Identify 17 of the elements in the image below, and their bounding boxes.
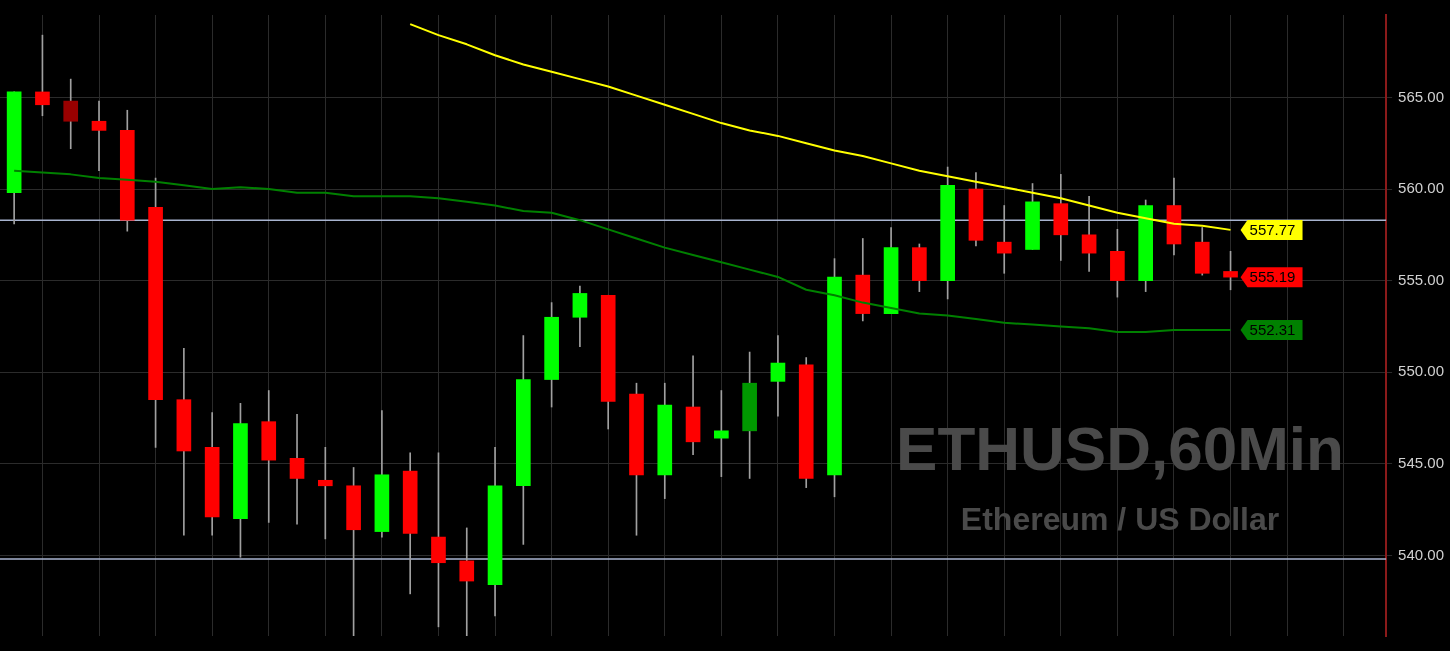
- y-tick-label: 555.00: [1398, 270, 1445, 288]
- candlestick: [289, 414, 305, 525]
- text: 555.19: [1249, 268, 1296, 286]
- y-tick-label: 540.00: [1398, 545, 1445, 563]
- y-tick-label: 565.00: [1398, 87, 1445, 105]
- y-tick-label: 560.00: [1398, 179, 1445, 197]
- y-tick-label: 545.00: [1398, 453, 1445, 471]
- data-label: 552.31: [1249, 321, 1296, 339]
- candlestick: [770, 335, 786, 417]
- candlestick: [91, 100, 107, 172]
- text: Ethereum / US Dollar: [960, 501, 1280, 537]
- candlestick: [317, 446, 333, 540]
- candlestick: [459, 527, 475, 636]
- text: ETHUSD,60Min: [896, 414, 1344, 483]
- y-tick-label: 550.00: [1398, 362, 1445, 380]
- candlestick: [996, 205, 1012, 274]
- data-label: 557.77: [1249, 221, 1296, 239]
